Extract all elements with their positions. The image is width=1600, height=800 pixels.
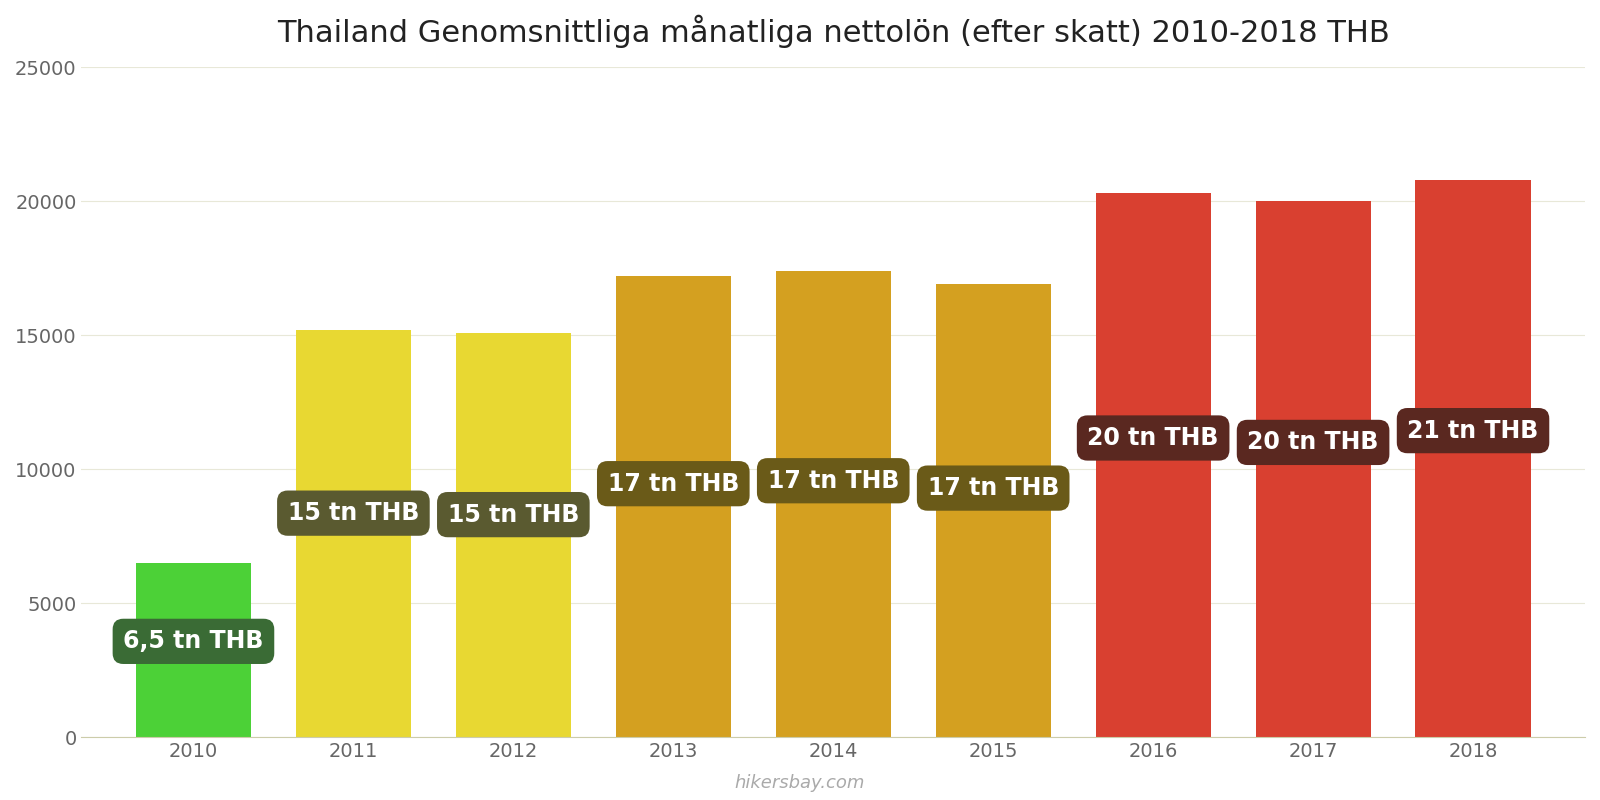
Text: 15 tn THB: 15 tn THB — [448, 502, 579, 526]
Text: 20 tn THB: 20 tn THB — [1088, 426, 1219, 450]
Text: 17 tn THB: 17 tn THB — [928, 476, 1059, 500]
Bar — [616, 276, 731, 737]
Text: hikersbay.com: hikersbay.com — [734, 774, 866, 792]
Text: 17 tn THB: 17 tn THB — [608, 472, 739, 496]
Bar — [1096, 194, 1211, 737]
Text: 17 tn THB: 17 tn THB — [768, 469, 899, 493]
Bar — [936, 284, 1051, 737]
Text: 15 tn THB: 15 tn THB — [288, 501, 419, 525]
Text: 20 tn THB: 20 tn THB — [1248, 430, 1379, 454]
Bar — [296, 330, 411, 737]
Bar — [456, 333, 571, 737]
Title: Thailand Genomsnittliga månatliga nettolön (efter skatt) 2010-2018 THB: Thailand Genomsnittliga månatliga nettol… — [277, 15, 1390, 48]
Bar — [1416, 180, 1531, 737]
Text: 6,5 tn THB: 6,5 tn THB — [123, 630, 264, 654]
Bar — [136, 563, 251, 737]
Bar — [776, 271, 891, 737]
Text: 21 tn THB: 21 tn THB — [1408, 418, 1539, 442]
Bar — [1256, 202, 1371, 737]
